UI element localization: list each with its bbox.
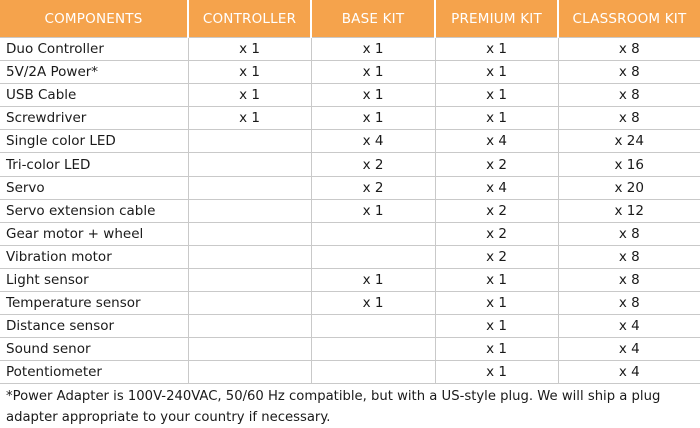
- classroom-kit-qty-cell: x 20: [557, 175, 700, 200]
- controller-qty-cell: [187, 175, 312, 200]
- classroom-kit-qty-cell: x 8: [557, 106, 700, 131]
- premium-kit-qty-cell: x 4: [434, 175, 559, 200]
- component-name-cell: Tri-color LED: [0, 152, 189, 177]
- base-kit-qty-cell: [310, 360, 436, 385]
- controller-qty-cell: [187, 221, 312, 246]
- controller-qty-cell: x 1: [187, 83, 312, 108]
- base-kit-qty-cell: x 2: [310, 152, 436, 177]
- component-name-cell: Distance sensor: [0, 314, 189, 339]
- classroom-kit-qty-cell: x 8: [557, 36, 700, 62]
- controller-qty-cell: [187, 152, 312, 177]
- base-kit-qty-cell: x 1: [310, 291, 436, 316]
- classroom-kit-qty-cell: x 8: [557, 244, 700, 269]
- column-header-premium-kit: PREMIUM KIT: [435, 0, 559, 38]
- controller-qty-cell: [187, 314, 312, 339]
- base-kit-qty-cell: x 2: [310, 175, 436, 200]
- base-kit-qty-cell: x 4: [310, 129, 436, 154]
- controller-qty-cell: [187, 291, 312, 316]
- base-kit-qty-cell: x 1: [310, 83, 436, 108]
- component-name-cell: Screwdriver: [0, 106, 189, 131]
- base-kit-qty-cell: x 1: [310, 198, 436, 223]
- premium-kit-qty-cell: x 1: [434, 60, 559, 85]
- column-header-classroom-kit: CLASSROOM KIT: [558, 0, 700, 38]
- component-name-cell: Temperature sensor: [0, 291, 189, 316]
- base-kit-qty-cell: x 1: [310, 36, 436, 62]
- component-name-cell: Sound senor: [0, 337, 189, 362]
- controller-qty-cell: [187, 337, 312, 362]
- base-kit-qty-cell: x 1: [310, 267, 436, 293]
- kit-components-table: COMPONENTS CONTROLLER BASE KIT PREMIUM K…: [0, 0, 700, 385]
- premium-kit-qty-cell: x 1: [434, 337, 559, 362]
- column-header-base-kit: BASE KIT: [311, 0, 436, 38]
- controller-qty-cell: [187, 267, 312, 293]
- classroom-kit-qty-cell: x 12: [557, 198, 700, 223]
- component-name-cell: Duo Controller: [0, 36, 189, 62]
- controller-qty-cell: x 1: [187, 106, 312, 131]
- component-name-cell: Gear motor + wheel: [0, 221, 189, 246]
- component-name-cell: Vibration motor: [0, 244, 189, 269]
- classroom-kit-qty-cell: x 8: [557, 60, 700, 85]
- controller-qty-cell: x 1: [187, 60, 312, 85]
- premium-kit-qty-cell: x 1: [434, 83, 559, 108]
- column-header-controller: CONTROLLER: [188, 0, 312, 38]
- classroom-kit-qty-cell: x 8: [557, 267, 700, 293]
- component-name-cell: Servo extension cable: [0, 198, 189, 223]
- premium-kit-qty-cell: x 1: [434, 291, 559, 316]
- premium-kit-qty-cell: x 2: [434, 221, 559, 246]
- controller-qty-cell: [187, 244, 312, 269]
- power-adapter-footnote: *Power Adapter is 100V-240VAC, 50/60 Hz …: [6, 389, 661, 426]
- base-kit-qty-cell: x 1: [310, 106, 436, 131]
- classroom-kit-qty-cell: x 8: [557, 83, 700, 108]
- classroom-kit-qty-cell: x 8: [557, 221, 700, 246]
- base-kit-qty-cell: [310, 337, 436, 362]
- base-kit-qty-cell: x 1: [310, 60, 436, 85]
- premium-kit-qty-cell: x 2: [434, 244, 559, 269]
- classroom-kit-qty-cell: x 4: [557, 337, 700, 362]
- premium-kit-qty-cell: x 2: [434, 152, 559, 177]
- component-name-cell: Servo: [0, 175, 189, 200]
- classroom-kit-qty-cell: x 8: [557, 291, 700, 316]
- premium-kit-qty-cell: x 1: [434, 360, 559, 385]
- premium-kit-qty-cell: x 1: [434, 267, 559, 293]
- controller-qty-cell: x 1: [187, 36, 312, 62]
- component-name-cell: 5V/2A Power*: [0, 60, 189, 85]
- component-name-cell: Single color LED: [0, 129, 189, 154]
- premium-kit-qty-cell: x 2: [434, 198, 559, 223]
- premium-kit-qty-cell: x 1: [434, 314, 559, 339]
- controller-qty-cell: [187, 198, 312, 223]
- classroom-kit-qty-cell: x 16: [557, 152, 700, 177]
- base-kit-qty-cell: [310, 314, 436, 339]
- table-header-row: COMPONENTS CONTROLLER BASE KIT PREMIUM K…: [0, 0, 700, 38]
- classroom-kit-qty-cell: x 4: [557, 360, 700, 385]
- component-name-cell: USB Cable: [0, 83, 189, 108]
- premium-kit-qty-cell: x 1: [434, 36, 559, 62]
- classroom-kit-qty-cell: x 4: [557, 314, 700, 339]
- component-name-cell: Light sensor: [0, 267, 189, 293]
- premium-kit-qty-cell: x 1: [434, 106, 559, 131]
- column-header-components: COMPONENTS: [0, 0, 189, 38]
- premium-kit-qty-cell: x 4: [434, 129, 559, 154]
- controller-qty-cell: [187, 129, 312, 154]
- controller-qty-cell: [187, 360, 312, 385]
- classroom-kit-qty-cell: x 24: [557, 129, 700, 154]
- base-kit-qty-cell: [310, 244, 436, 269]
- component-name-cell: Potentiometer: [0, 360, 189, 385]
- base-kit-qty-cell: [310, 221, 436, 246]
